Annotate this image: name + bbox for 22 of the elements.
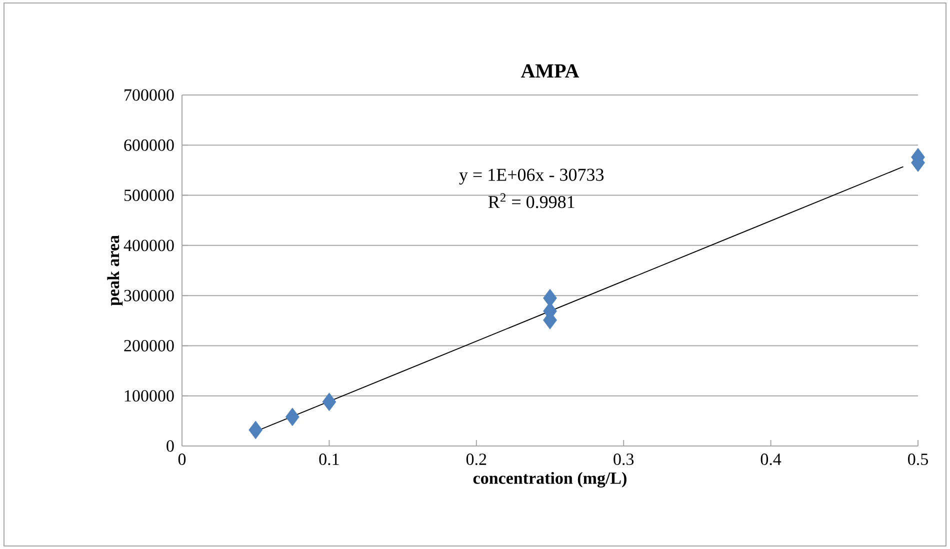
x-tick-label: 0.4 [760, 454, 782, 466]
x-tick-label: 0.3 [614, 454, 634, 466]
y-tick-label: 600000 [124, 139, 174, 151]
x-tick-label: 0.1 [319, 454, 339, 466]
y-tick-label: 300000 [124, 290, 174, 302]
annotation: y = 1E+06x - 30733 [459, 168, 604, 185]
point [248, 420, 263, 440]
annotation: R$^{2}$ = 0.9981 [488, 193, 574, 208]
point [285, 408, 300, 426]
x-tick-label: 0 [178, 454, 186, 466]
y-tick-label: 0 [166, 440, 174, 452]
y-tick-label: 100000 [124, 390, 174, 402]
x-axis-title: concentration (mg/L) [473, 472, 626, 488]
y-tick-label: 500000 [124, 190, 174, 202]
chart-title: AMPA [520, 64, 580, 78]
point [322, 392, 336, 412]
y-tick-label: 200000 [124, 340, 174, 352]
y-axis-title: peak area [107, 235, 123, 306]
y-tick-label: 700000 [124, 89, 174, 101]
x-tick-label: 0.5 [908, 454, 928, 466]
y-tick-label: 400000 [124, 240, 174, 252]
x-tick-label: 0.2 [466, 454, 486, 466]
